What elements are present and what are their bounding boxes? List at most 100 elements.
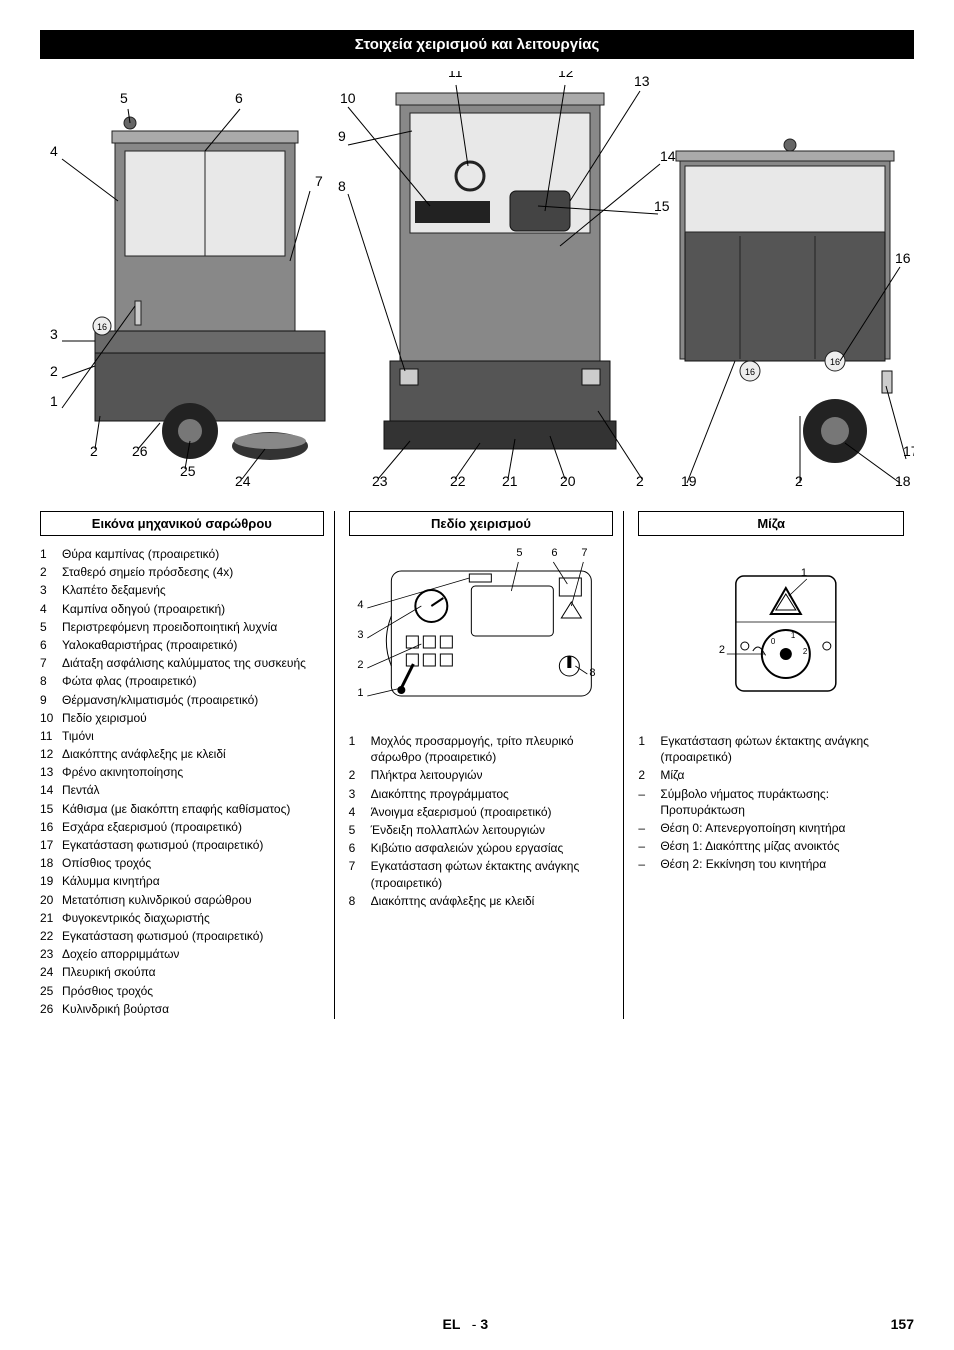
- svg-text:8: 8: [589, 667, 595, 679]
- svg-text:2: 2: [50, 363, 58, 379]
- svg-text:19: 19: [681, 473, 697, 489]
- list-item: 7Διάταξη ασφάλισης καλύμματος της συσκευ…: [40, 655, 324, 671]
- footer-sep: -: [472, 1316, 477, 1332]
- svg-text:5: 5: [120, 90, 128, 106]
- list-item: 1Εγκατάσταση φώτων έκτακτης ανάγκης (προ…: [638, 733, 904, 765]
- svg-text:2: 2: [636, 473, 644, 489]
- column-ignition: Μίζα 0 1 2 1: [624, 511, 914, 1019]
- list-item: 20Μετατόπιση κυλινδρικού σαρώθρου: [40, 892, 324, 908]
- footer-lang: EL: [442, 1316, 460, 1332]
- parts-list-panel: 1Μοχλός προσαρμογής, τρίτο πλευρικό σάρω…: [349, 733, 614, 909]
- list-item: 5Περιστρεφόμενη προειδοποιητική λυχνία: [40, 619, 324, 635]
- svg-text:20: 20: [560, 473, 576, 489]
- list-item: 25Πρόσθιος τροχός: [40, 983, 324, 999]
- svg-text:17: 17: [903, 443, 914, 459]
- list-item: 2Μίζα: [638, 767, 904, 783]
- svg-text:14: 14: [660, 148, 676, 164]
- main-vehicle-diagram: 16: [40, 71, 914, 501]
- svg-text:9: 9: [338, 128, 346, 144]
- column-machine-overview: Εικόνα μηχανικού σαρώθρου 1Θύρα καμπίνας…: [40, 511, 335, 1019]
- svg-text:2: 2: [357, 659, 363, 671]
- svg-text:2: 2: [90, 443, 98, 459]
- list-item: 12Διακόπτης ανάφλεξης με κλειδί: [40, 746, 324, 762]
- list-item: 15Κάθισμα (με διακόπτη επαφής καθίσματος…: [40, 801, 324, 817]
- list-item: 26Κυλινδρική βούρτσα: [40, 1001, 324, 1017]
- list-item: 5Ένδειξη πολλαπλών λειτουργιών: [349, 822, 614, 838]
- page-footer: EL - 3 157: [0, 1316, 954, 1332]
- svg-text:4: 4: [357, 599, 363, 611]
- svg-text:11: 11: [448, 71, 463, 80]
- svg-text:23: 23: [372, 473, 388, 489]
- list-item: 10Πεδίο χειρισμού: [40, 710, 324, 726]
- svg-text:3: 3: [50, 326, 58, 342]
- list-item: 1Θύρα καμπίνας (προαιρετικό): [40, 546, 324, 562]
- svg-text:16: 16: [830, 357, 840, 367]
- list-item: 13Φρένο ακινητοποίησης: [40, 764, 324, 780]
- svg-text:1: 1: [801, 567, 807, 579]
- svg-text:22: 22: [450, 473, 466, 489]
- list-item: 19Κάλυμμα κινητήρα: [40, 873, 324, 889]
- svg-text:0: 0: [771, 637, 776, 646]
- subheading-machine: Εικόνα μηχανικού σαρώθρου: [40, 511, 324, 536]
- ignition-diagram: 0 1 2 12: [638, 546, 904, 721]
- subheading-ignition: Μίζα: [638, 511, 904, 536]
- svg-text:1: 1: [791, 631, 796, 640]
- column-control-panel: Πεδίο χειρισμού: [335, 511, 625, 1019]
- svg-text:6: 6: [551, 547, 557, 559]
- svg-text:8: 8: [338, 178, 346, 194]
- list-item: 3Διακόπτης προγράμματος: [349, 786, 614, 802]
- svg-text:16: 16: [895, 250, 911, 266]
- svg-text:2: 2: [803, 647, 808, 656]
- svg-text:18: 18: [895, 473, 911, 489]
- svg-text:7: 7: [315, 173, 323, 189]
- svg-text:5: 5: [516, 547, 522, 559]
- svg-text:2: 2: [795, 473, 803, 489]
- list-item: 6Κιβώτιο ασφαλειών χώρου εργασίας: [349, 840, 614, 856]
- svg-text:26: 26: [132, 443, 148, 459]
- svg-text:15: 15: [654, 198, 670, 214]
- list-item: Θέση 1: Διακόπτης μίζας ανοικτός: [638, 838, 904, 854]
- list-item: 4Καμπίνα οδηγού (προαιρετική): [40, 601, 324, 617]
- svg-text:21: 21: [502, 473, 518, 489]
- svg-text:16: 16: [745, 367, 755, 377]
- svg-text:16: 16: [97, 322, 107, 332]
- list-item: 1Μοχλός προσαρμογής, τρίτο πλευρικό σάρω…: [349, 733, 614, 765]
- svg-text:6: 6: [235, 90, 243, 106]
- svg-text:1: 1: [357, 687, 363, 699]
- parts-list-machine: 1Θύρα καμπίνας (προαιρετικό) 2Σταθερό σημ…: [40, 546, 324, 1017]
- list-item: 23Δοχείο απορριμμάτων: [40, 946, 324, 962]
- list-item: 21Φυγοκεντρικός διαχωριστής: [40, 910, 324, 926]
- list-item: 22Εγκατάσταση φωτισμού (προαιρετικό): [40, 928, 324, 944]
- svg-text:4: 4: [50, 143, 58, 159]
- list-item: 8Φώτα φλας (προαιρετικό): [40, 673, 324, 689]
- control-panel-diagram: 1 2 3 4 5 6 7 8: [349, 546, 614, 721]
- list-item: 7Εγκατάσταση φώτων έκτακτης ανάγκης (προ…: [349, 858, 614, 890]
- list-item: Θέση 0: Απενεργοποίηση κινητήρα: [638, 820, 904, 836]
- list-item: 14Πεντάλ: [40, 782, 324, 798]
- list-item: 16Εσχάρα εξαερισμού (προαιρετικό): [40, 819, 324, 835]
- list-item: 9Θέρμανση/κλιματισμός (προαιρετικό): [40, 692, 324, 708]
- footer-pagenum: 157: [891, 1316, 914, 1332]
- svg-text:7: 7: [581, 547, 587, 559]
- list-item: 3Κλαπέτο δεξαμενής: [40, 582, 324, 598]
- subheading-panel: Πεδίο χειρισμού: [349, 511, 614, 536]
- footer-localpage: 3: [480, 1316, 488, 1332]
- list-item: 2Σταθερό σημείο πρόσδεσης (4x): [40, 564, 324, 580]
- svg-text:25: 25: [180, 463, 196, 479]
- svg-text:24: 24: [235, 473, 251, 489]
- section-banner: Στοιχεία χειρισμού και λειτουργίας: [40, 30, 914, 59]
- list-item: 6Υαλοκαθαριστήρας (προαιρετικό): [40, 637, 324, 653]
- svg-text:1: 1: [50, 393, 58, 409]
- list-item: 17Εγκατάσταση φωτισμού (προαιρετικό): [40, 837, 324, 853]
- svg-text:13: 13: [634, 73, 650, 89]
- list-item: Θέση 2: Εκκίνηση του κινητήρα: [638, 856, 904, 872]
- list-item: 24Πλευρική σκούπα: [40, 964, 324, 980]
- ignition-positions: Σύμβολο νήματος πυράκτωσης: Προπυράκτωση…: [638, 786, 904, 873]
- svg-text:12: 12: [558, 71, 574, 80]
- parts-list-ignition: 1Εγκατάσταση φώτων έκτακτης ανάγκης (προ…: [638, 733, 904, 784]
- svg-text:2: 2: [719, 644, 725, 656]
- list-item: 18Οπίσθιος τροχός: [40, 855, 324, 871]
- svg-text:3: 3: [357, 629, 363, 641]
- list-item: 4Άνοιγμα εξαερισμού (προαιρετικό): [349, 804, 614, 820]
- list-item: Σύμβολο νήματος πυράκτωσης: Προπυράκτωση: [638, 786, 904, 818]
